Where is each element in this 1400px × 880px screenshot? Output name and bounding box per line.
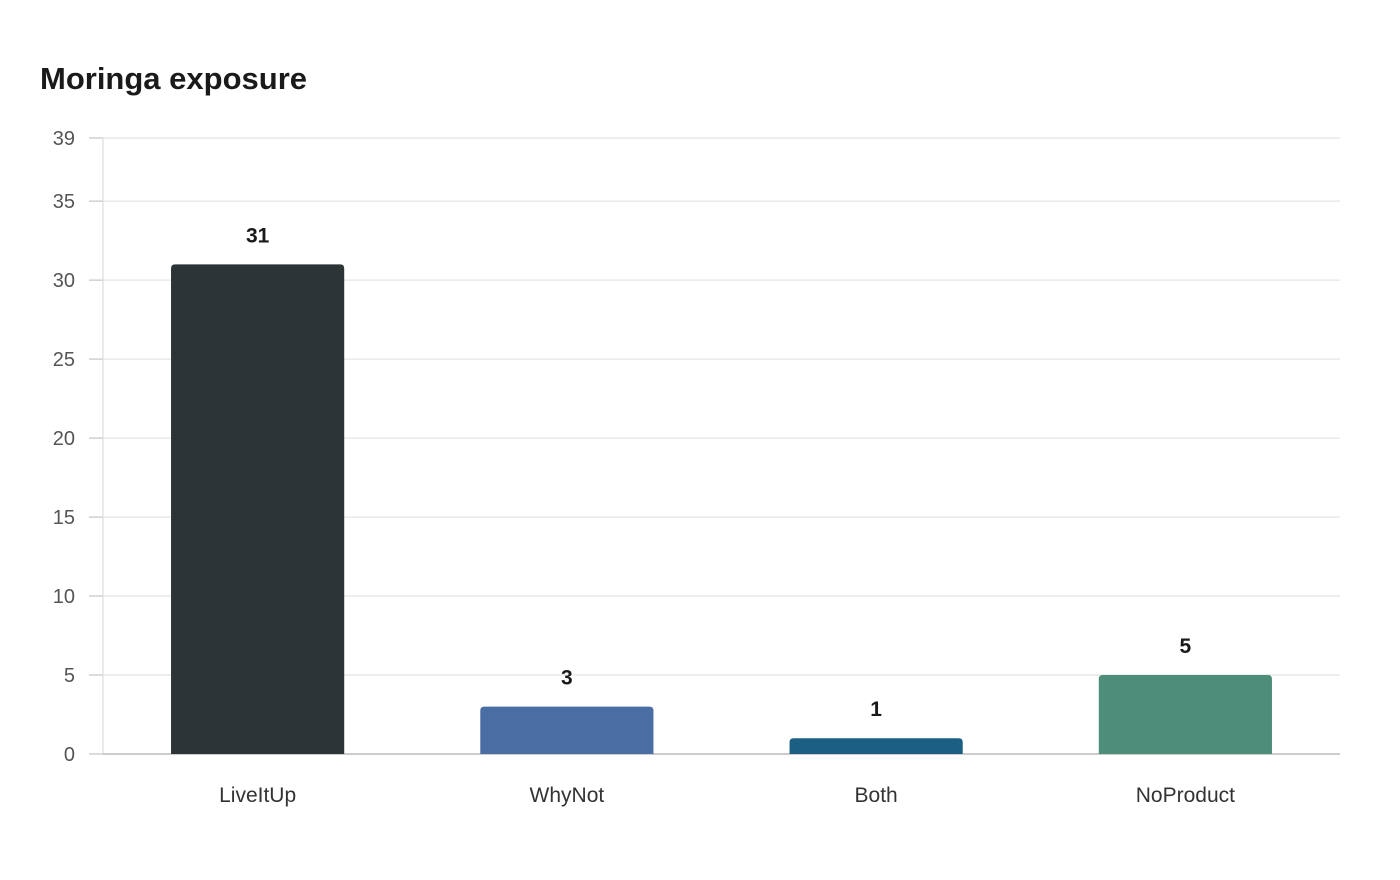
- bars: [171, 264, 1272, 754]
- y-tick-label: 35: [53, 191, 75, 213]
- y-tick-label: 39: [53, 128, 75, 150]
- data-label-both: 1: [870, 698, 882, 721]
- x-category-label: NoProduct: [1136, 784, 1235, 807]
- x-category-label: LiveItUp: [219, 784, 296, 807]
- x-axis-categories: LiveItUp WhyNot Both NoProduct: [219, 784, 1235, 807]
- y-tick-label: 30: [53, 270, 75, 292]
- y-tick-label: 15: [53, 507, 75, 529]
- y-tick-label: 25: [53, 349, 75, 371]
- y-axis-ticks: 0 5 10 15 20 25 30 35 39: [53, 128, 103, 766]
- bar-liveitup: [171, 264, 345, 754]
- bar-noproduct: [1098, 675, 1272, 754]
- bar-whynot: [480, 706, 654, 754]
- bar-both: [789, 738, 963, 754]
- x-category-label: WhyNot: [530, 784, 605, 807]
- chart-title: Moringa exposure: [40, 61, 307, 96]
- data-label-whynot: 3: [561, 667, 573, 690]
- y-tick-label: 10: [53, 586, 75, 608]
- y-tick-label: 0: [64, 744, 75, 766]
- data-label-noproduct: 5: [1180, 635, 1192, 658]
- y-tick-label: 5: [64, 665, 75, 687]
- data-label-liveitup: 31: [246, 224, 270, 247]
- x-category-label: Both: [855, 784, 898, 807]
- y-tick-label: 20: [53, 428, 75, 450]
